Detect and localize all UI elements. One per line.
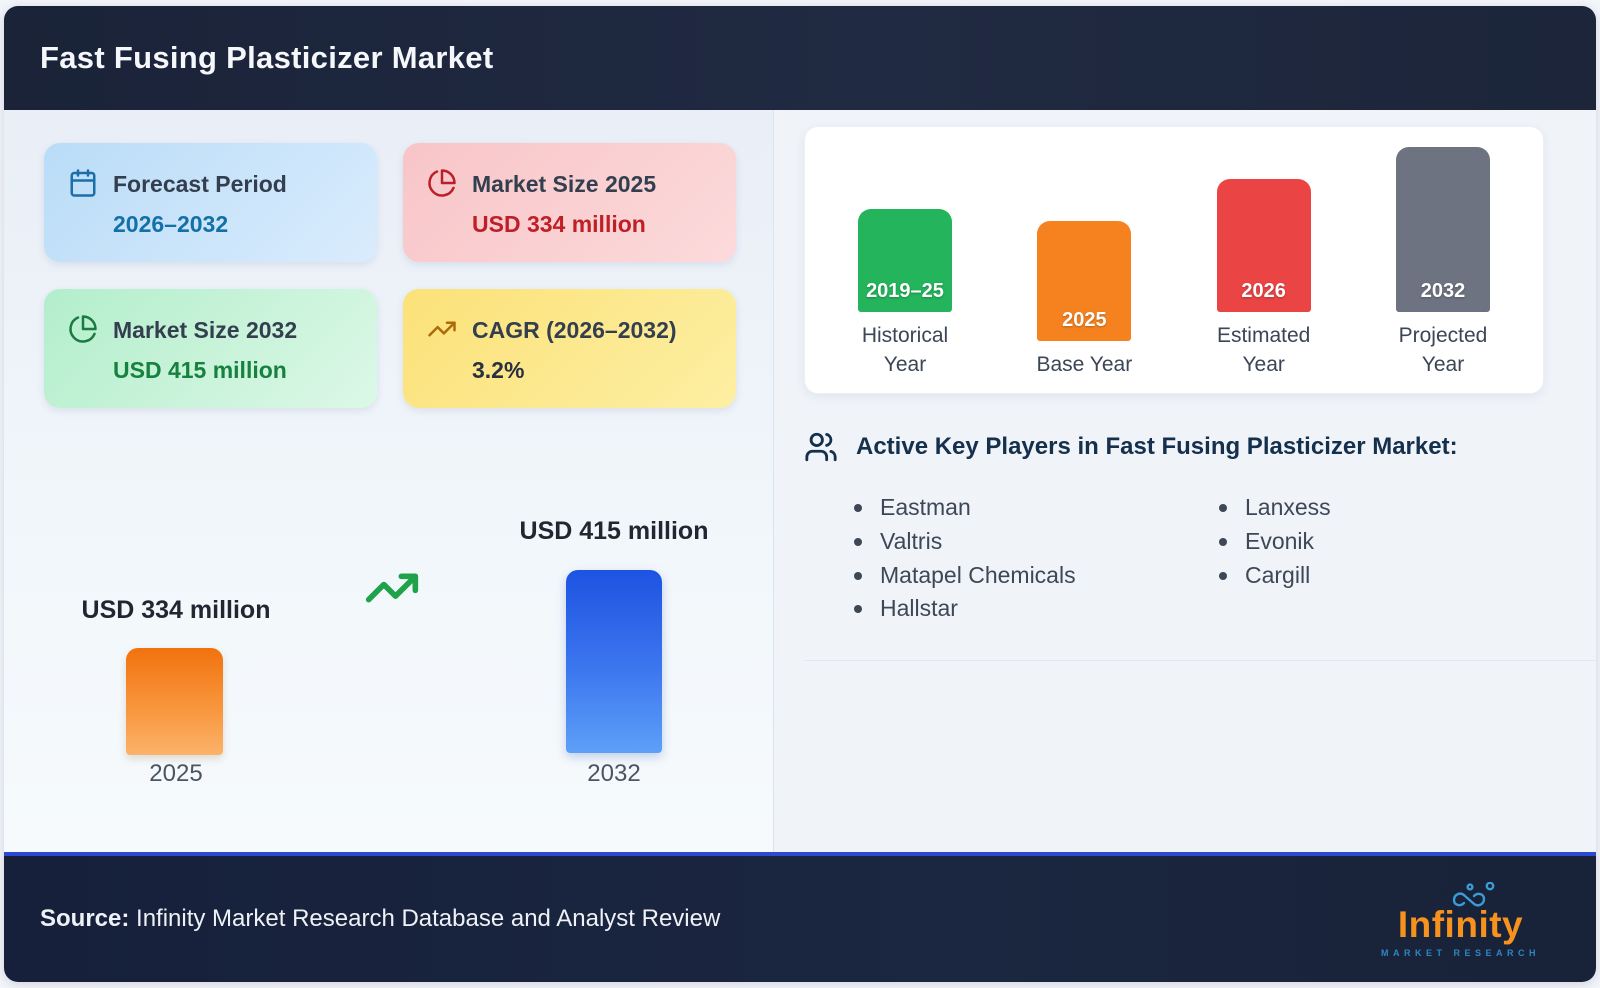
- timeline-bar-base: 2025: [1037, 220, 1132, 341]
- card-market-size-2032: Market Size 2032 USD 415 million: [44, 289, 377, 409]
- infographic-page: Fast Fusing Plasticizer Market Forecast …: [4, 6, 1596, 982]
- key-player-item: Matapel Chemicals: [846, 559, 1211, 593]
- card-title: CAGR (2026–2032): [472, 317, 677, 344]
- timeline-bar-year: 2025: [1062, 308, 1107, 331]
- section-divider: [804, 660, 1596, 662]
- card-value: USD 334 million: [472, 210, 646, 237]
- left-panel: Forecast Period 2026–2032 Market Size 20…: [4, 110, 774, 852]
- timeline-caption: Projected Year: [1398, 324, 1488, 376]
- key-player-item: Hallstar: [846, 592, 1211, 626]
- axis-label-2032: 2032: [587, 760, 641, 787]
- key-player-item: Eastman: [846, 491, 1211, 525]
- timeline-item-estimated: 2026 Estimated Year: [1186, 127, 1342, 393]
- timeline-caption: Base Year: [1036, 352, 1133, 376]
- timeline-item-base: 2025 Base Year: [1006, 127, 1162, 393]
- timeline-bar-historical: 2019–25: [858, 209, 952, 313]
- page-title: Fast Fusing Plasticizer Market: [40, 40, 494, 75]
- key-players-list: Eastman Valtris Matapel Chemicals Hallst…: [846, 491, 1596, 626]
- header: Fast Fusing Plasticizer Market: [4, 6, 1596, 110]
- card-cagr: CAGR (2026–2032) 3.2%: [403, 289, 736, 409]
- card-market-size-2025: Market Size 2025 USD 334 million: [403, 143, 736, 263]
- brand-logo: Infinity MARKET RESEARCH: [1381, 880, 1540, 958]
- footer-accent-line: [4, 852, 1596, 856]
- card-title: Market Size 2025: [472, 171, 657, 197]
- key-players-heading: Active Key Players in Fast Fusing Plasti…: [856, 433, 1458, 460]
- right-panel: 2019–25 Historical Year 2025 Base Year 2…: [774, 110, 1596, 852]
- timeline-bar-year: 2019–25: [866, 280, 944, 303]
- content: Forecast Period 2026–2032 Market Size 20…: [4, 110, 1596, 852]
- timeline-bar-year: 2026: [1241, 280, 1286, 303]
- key-players-section: Active Key Players in Fast Fusing Plasti…: [774, 394, 1596, 662]
- key-players-column-2: Lanxess Evonik Cargill: [1211, 491, 1331, 626]
- source-value: Infinity Market Research Database and An…: [129, 905, 721, 932]
- key-player-item: Evonik: [1211, 525, 1331, 559]
- growth-arrow-icon: [356, 560, 428, 621]
- card-title: Forecast Period: [113, 171, 287, 197]
- infinity-swirl-icon: [1415, 881, 1540, 916]
- pie-chart-icon: [68, 311, 98, 390]
- bar-value-label-2032: USD 415 million: [519, 517, 709, 545]
- timeline-chart-card: 2019–25 Historical Year 2025 Base Year 2…: [804, 126, 1544, 394]
- key-player-item: Lanxess: [1211, 491, 1331, 525]
- card-value: USD 415 million: [113, 356, 287, 383]
- stat-cards: Forecast Period 2026–2032 Market Size 20…: [4, 110, 773, 409]
- logo-name: Infinity: [1397, 904, 1524, 945]
- timeline-caption: Historical Year: [861, 324, 949, 376]
- users-icon: [804, 430, 838, 469]
- timeline-item-historical: 2019–25 Historical Year: [827, 127, 983, 393]
- timeline-item-projected: 2032 Projected Year: [1365, 127, 1521, 393]
- axis-label-2025: 2025: [149, 760, 203, 787]
- card-title: Market Size 2032: [113, 317, 298, 344]
- growth-bar-chart: USD 334 million USD 415 million 2025 203…: [4, 110, 773, 852]
- key-player-item: Valtris: [846, 525, 1211, 559]
- timeline-caption: Estimated Year: [1216, 324, 1311, 376]
- bar-value-label-2025: USD 334 million: [81, 596, 271, 624]
- pie-chart-icon: [427, 165, 457, 244]
- source-label: Source:: [40, 905, 130, 932]
- timeline-bar-year: 2032: [1420, 280, 1466, 303]
- key-players-column-1: Eastman Valtris Matapel Chemicals Hallst…: [846, 491, 1211, 626]
- bar-2025: [126, 648, 223, 755]
- card-value: 3.2%: [472, 356, 525, 383]
- source-text: Source: Infinity Market Research Databas…: [40, 905, 720, 933]
- logo-subtitle: MARKET RESEARCH: [1380, 948, 1540, 958]
- card-forecast-period: Forecast Period 2026–2032: [44, 143, 377, 263]
- trending-up-icon: [427, 311, 457, 390]
- timeline-bar-projected: 2032: [1395, 147, 1490, 313]
- footer: Source: Infinity Market Research Databas…: [4, 856, 1596, 982]
- timeline-bar-estimated: 2026: [1216, 179, 1311, 313]
- bar-2032: [566, 570, 662, 753]
- calendar-icon: [68, 165, 98, 244]
- card-value: 2026–2032: [113, 210, 229, 237]
- key-player-item: Cargill: [1211, 559, 1331, 593]
